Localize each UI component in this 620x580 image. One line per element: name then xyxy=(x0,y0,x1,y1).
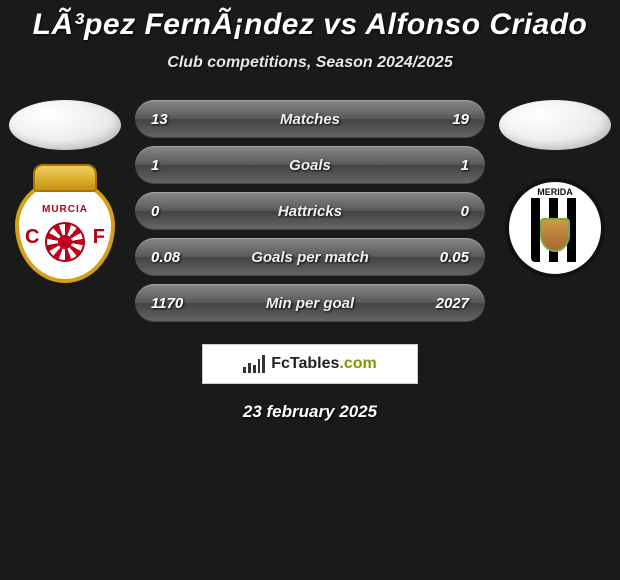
crest-label: MERIDA xyxy=(509,186,601,198)
player-avatar-left xyxy=(9,100,121,150)
right-player-column: MERIDA xyxy=(495,100,615,278)
stat-row: 0.08Goals per match0.05 xyxy=(135,238,485,276)
brand-suffix: .com xyxy=(339,355,376,372)
club-crest-left: MURCIA C F xyxy=(15,178,115,283)
brand-chart-icon xyxy=(243,355,265,373)
crest-letter-left: C xyxy=(25,226,39,249)
stat-label: Goals xyxy=(135,157,485,174)
snapshot-date: 23 february 2025 xyxy=(0,402,620,422)
player-avatar-right xyxy=(499,100,611,150)
brand-name: FcTables xyxy=(271,355,339,372)
left-player-column: MURCIA C F xyxy=(5,100,125,283)
main-row: MURCIA C F 13Matches19 1Goals1 0Hattricks0… xyxy=(0,100,620,322)
crest-ball-icon xyxy=(45,222,85,262)
crest-label: MURCIA xyxy=(19,204,111,215)
stat-label: Hattricks xyxy=(135,203,485,220)
crest-shield-icon xyxy=(540,218,570,252)
stat-row: 0Hattricks0 xyxy=(135,192,485,230)
stats-column: 13Matches19 1Goals1 0Hattricks0 0.08Goals p… xyxy=(135,100,485,322)
stat-row: 1Goals1 xyxy=(135,146,485,184)
comparison-card: LÃ³pez FernÃ¡ndez vs Alfonso Criado Club… xyxy=(0,0,620,422)
stat-row: 13Matches19 xyxy=(135,100,485,138)
brand-text: FcTables.com xyxy=(271,355,377,373)
page-title: LÃ³pez FernÃ¡ndez vs Alfonso Criado xyxy=(0,8,620,42)
brand-badge[interactable]: FcTables.com xyxy=(202,344,418,384)
subtitle: Club competitions, Season 2024/2025 xyxy=(0,54,620,72)
stat-label: Min per goal xyxy=(135,295,485,312)
stat-label: Matches xyxy=(135,111,485,128)
crest-letter-right: F xyxy=(93,226,105,249)
stat-row: 1170Min per goal2027 xyxy=(135,284,485,322)
stat-label: Goals per match xyxy=(135,249,485,266)
club-crest-right: MERIDA xyxy=(505,178,605,278)
